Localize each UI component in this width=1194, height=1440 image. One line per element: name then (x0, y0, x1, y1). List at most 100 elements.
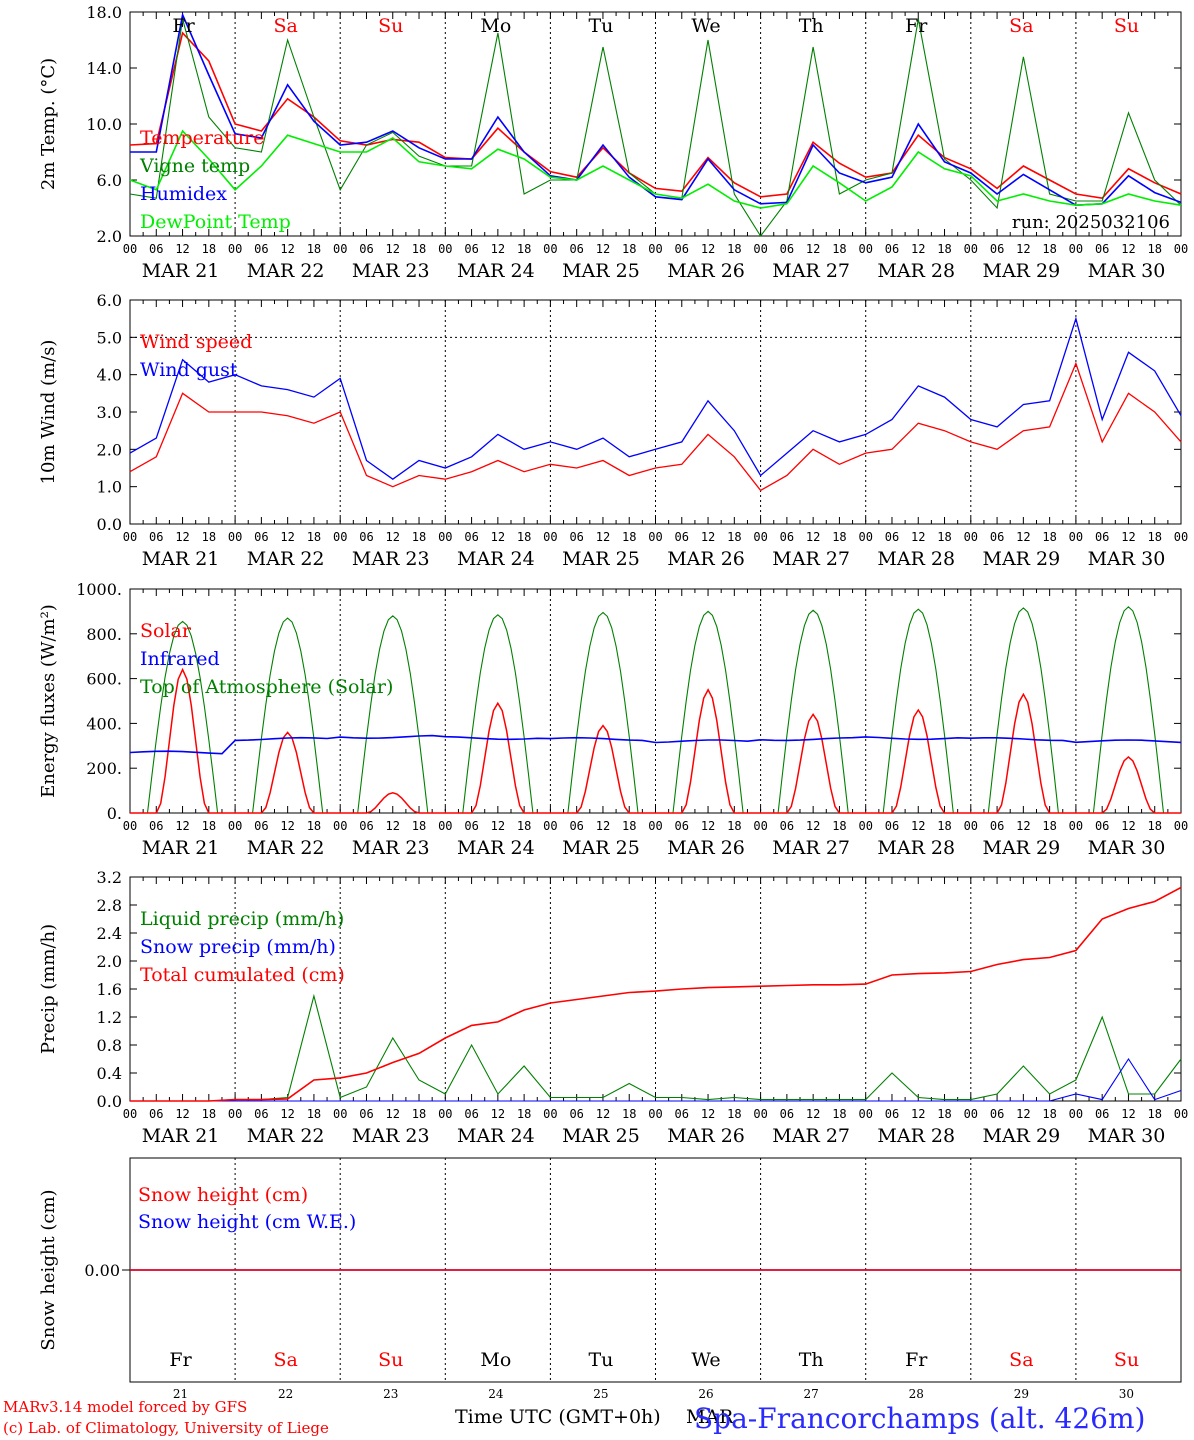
hour-tick-label: 12 (596, 819, 610, 833)
weekday-label: Sa (273, 15, 297, 37)
day-label: MAR 28 (877, 1125, 955, 1147)
weekday-label: Mo (480, 1349, 511, 1371)
hour-tick-label: 06 (464, 819, 478, 833)
time-axis-label: Time UTC (GMT+0h) (455, 1406, 661, 1428)
hour-tick-label: 12 (701, 1107, 715, 1121)
hour-tick-label: 00 (438, 819, 452, 833)
day-label: MAR 27 (772, 548, 850, 570)
hour-tick-label: 00 (964, 1107, 978, 1121)
day-label: MAR 24 (457, 260, 535, 282)
day-label: MAR 30 (1088, 548, 1166, 570)
hour-tick-label: 12 (596, 242, 610, 256)
day-label: MAR 22 (247, 548, 325, 570)
day-number: 25 (593, 1387, 608, 1401)
hour-tick-label: 00 (333, 1107, 347, 1121)
station-label: Spa-Francorchamps (alt. 426m) (694, 1402, 1146, 1435)
hour-tick-label: 06 (990, 819, 1004, 833)
hour-tick-label: 18 (937, 242, 951, 256)
hour-tick-label: 00 (543, 242, 557, 256)
hour-tick-label: 18 (727, 242, 741, 256)
legend-entry: Wind speed (140, 331, 252, 353)
legend-entry: Temperature (140, 127, 264, 149)
hour-tick-label: 18 (1147, 1107, 1161, 1121)
hour-tick-label: 00 (228, 1107, 242, 1121)
day-label: MAR 21 (142, 548, 220, 570)
legend-entry: Liquid precip (mm/h) (140, 908, 344, 930)
hour-tick-label: 00 (333, 530, 347, 544)
y-tick-label: 0.8 (97, 1036, 122, 1055)
legend-entry: Solar (140, 620, 192, 642)
hour-tick-label: 06 (990, 1107, 1004, 1121)
series-line (130, 1057, 1182, 1102)
legend-entry: Snow precip (mm/h) (140, 936, 336, 958)
hour-tick-label: 18 (1042, 819, 1056, 833)
hour-tick-label: 12 (596, 530, 610, 544)
y-tick-label: 3.0 (97, 403, 122, 422)
day-label: MAR 23 (352, 837, 430, 859)
y-tick-label: 6.0 (97, 291, 122, 310)
hour-tick-label: 06 (254, 242, 268, 256)
series-line (129, 361, 1182, 492)
hour-tick-label: 12 (1121, 530, 1135, 544)
weekday-label: Th (799, 1349, 824, 1371)
series-line (129, 734, 1182, 755)
y-tick-label: 2.0 (97, 952, 122, 971)
day-label: MAR 29 (982, 1125, 1060, 1147)
day-label: MAR 25 (562, 837, 640, 859)
hour-tick-label: 06 (675, 242, 689, 256)
hour-tick-label: 12 (386, 242, 400, 256)
hour-tick-label: 00 (1069, 242, 1083, 256)
hour-tick-label: 00 (1174, 1107, 1188, 1121)
hour-tick-label: 18 (832, 242, 846, 256)
weekday-label: We (691, 15, 720, 37)
hour-tick-label: 12 (1121, 1107, 1135, 1121)
hour-tick-label: 12 (911, 1107, 925, 1121)
hour-tick-label: 00 (648, 530, 662, 544)
hour-tick-label: 00 (1069, 1107, 1083, 1121)
hour-tick-label: 00 (858, 819, 872, 833)
y-tick-label: 1000. (76, 580, 122, 599)
hour-tick-label: 12 (175, 819, 189, 833)
hour-tick-label: 06 (675, 530, 689, 544)
y-tick-label: 3.2 (97, 868, 122, 887)
hour-tick-label: 00 (753, 242, 767, 256)
hour-tick-label: 18 (622, 530, 636, 544)
legend-entry: Humidex (140, 183, 227, 205)
hour-tick-label: 18 (727, 819, 741, 833)
y-tick-label: 10.0 (86, 115, 122, 134)
day-label: MAR 24 (457, 837, 535, 859)
hour-tick-label: 00 (753, 1107, 767, 1121)
hour-tick-label: 18 (937, 819, 951, 833)
hour-tick-label: 06 (780, 242, 794, 256)
legend-entry: Snow height (cm) (138, 1184, 308, 1206)
hour-tick-label: 18 (1147, 819, 1161, 833)
hour-tick-label: 12 (1016, 242, 1030, 256)
hour-tick-label: 06 (359, 530, 373, 544)
hour-tick-label: 06 (359, 819, 373, 833)
hour-tick-label: 18 (307, 1107, 321, 1121)
hour-tick-label: 18 (517, 819, 531, 833)
y-tick-label: 2.4 (97, 924, 122, 943)
hour-tick-label: 18 (727, 1107, 741, 1121)
y-tick-label: 2.8 (97, 896, 122, 915)
hour-tick-label: 12 (806, 819, 820, 833)
hour-tick-label: 00 (543, 530, 557, 544)
hour-tick-label: 00 (648, 242, 662, 256)
hour-tick-label: 12 (175, 530, 189, 544)
legend-entry: Top of Atmosphere (Solar) (140, 676, 393, 698)
y-tick-label: 0.4 (97, 1064, 122, 1083)
hour-tick-label: 06 (1095, 242, 1109, 256)
weekday-label: Tu (588, 1349, 613, 1371)
hour-tick-label: 06 (1095, 530, 1109, 544)
weekday-label: Fr (172, 15, 195, 37)
hour-tick-label: 00 (333, 819, 347, 833)
weekday-label: Sa (1009, 1349, 1033, 1371)
weekday-label: Fr (905, 1349, 928, 1371)
hour-tick-label: 06 (780, 819, 794, 833)
series-line (130, 886, 1182, 1102)
hour-tick-label: 00 (753, 530, 767, 544)
y-tick-label: 1.2 (97, 1008, 122, 1027)
hour-tick-label: 06 (1095, 1107, 1109, 1121)
hour-tick-label: 12 (175, 1107, 189, 1121)
credit-line-1: MARv3.14 model forced by GFS (3, 1398, 248, 1416)
